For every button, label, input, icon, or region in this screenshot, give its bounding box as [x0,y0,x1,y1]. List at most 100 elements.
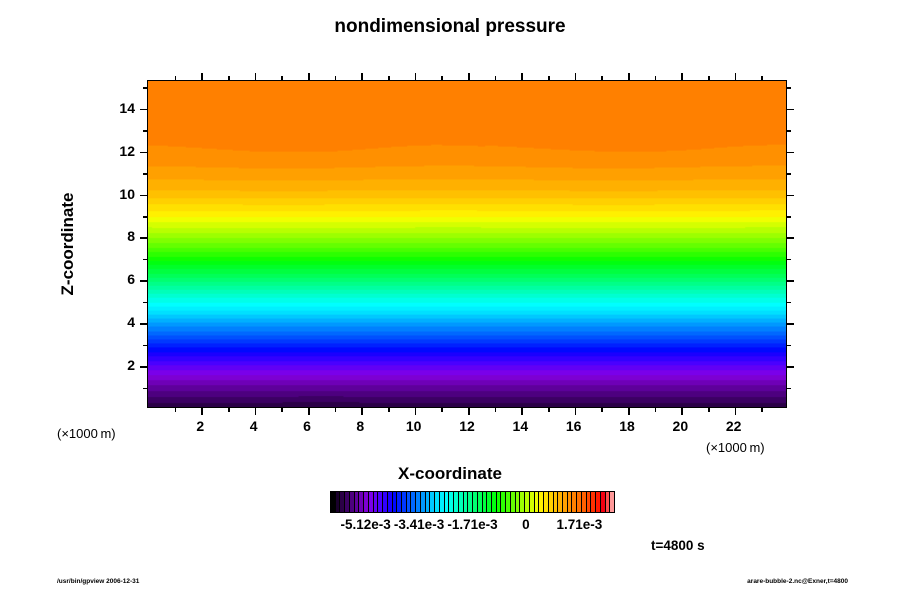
y-tick-major-right [786,323,794,325]
colorbar-tick-label: -3.41e-3 [393,517,445,532]
x-tick-major [254,407,257,415]
colorbar-cell [558,492,563,512]
colorbar-cell [491,492,497,512]
x-tick-minor [174,407,177,412]
x-axis-unit-note: (×1000 m) [706,440,765,455]
colorbar-cell [420,492,426,512]
colorbar-cell [435,492,440,512]
x-tick-major-top [681,73,683,81]
colorbar-cell [449,492,455,512]
y-axis-title: Z-coordinate [58,192,77,296]
y-tick-major [140,151,148,154]
x-tick-major-top [521,73,523,81]
x-tick-minor [761,407,763,412]
x-tick-major-top [468,73,470,81]
colorbar-cell [373,492,379,512]
colorbar-cell [364,492,369,512]
x-tick-major [628,407,630,415]
x-tick-major-top [574,73,577,81]
x-tick-major [574,407,577,415]
colorbar-cell [487,492,492,512]
y-tick-major [140,366,148,368]
y-tick-minor-right [786,173,791,175]
colorbar-cell [411,492,417,512]
colorbar-cell [510,492,516,512]
colorbar-cell [600,492,606,512]
colorbar-cell [430,492,436,512]
colorbar-cell [345,492,350,512]
colorbar-cell [553,492,559,512]
colorbar-cell [387,492,393,512]
y-tick-major-right [786,237,794,239]
x-tick-label: 22 [725,418,742,434]
y-tick-minor-right [786,87,791,89]
colorbar-cell [562,492,568,512]
x-tick-major-top [734,73,737,81]
x-tick-minor-top [174,76,177,81]
x-tick-major [308,407,310,415]
x-tick-major [681,407,683,415]
y-tick-minor [143,173,148,175]
x-tick-minor-top [761,76,763,81]
x-tick-label: 12 [459,418,475,434]
colorbar-cell [596,492,601,512]
colorbar-cell [473,492,478,512]
x-tick-major [521,407,523,415]
x-tick-label: 18 [619,418,635,434]
colorbar-tick-label: 1.71e-3 [556,517,603,532]
colorbar-cell [359,492,365,512]
colorbar-cell [331,492,336,512]
colorbar-cell [439,492,445,512]
colorbar-tick-label: -5.12e-3 [340,517,391,532]
x-tick-label: 6 [303,418,311,434]
x-tick-major [734,407,737,415]
colorbar-cell [454,492,459,512]
x-tick-minor [548,407,550,412]
x-tick-label: 16 [565,418,582,434]
y-tick-major-right [786,151,794,154]
colorbar-cell [458,492,464,512]
y-tick-major-right [786,108,794,111]
x-tick-minor-top [601,76,603,81]
colorbar-tick-label: -1.71e-3 [447,517,498,532]
x-tick-major-top [628,73,630,81]
x-tick-major [414,407,417,415]
x-tick-minor [228,407,230,412]
y-tick-minor-right [786,387,791,390]
y-tick-major [140,237,148,239]
colorbar-cell [501,492,507,512]
colorbar-cell [378,492,384,512]
y-tick-minor [143,216,148,218]
y-tick-major-right [786,194,794,197]
x-tick-label: 4 [249,418,258,434]
x-tick-major [468,407,470,415]
y-tick-minor [143,87,148,89]
plot-frame [140,73,794,415]
y-tick-minor [143,258,148,261]
x-tick-minor [494,407,497,412]
x-tick-minor-top [548,76,550,81]
x-tick-minor [708,407,710,412]
x-tick-minor-top [281,76,283,81]
x-tick-label: 2 [196,418,205,434]
y-tick-minor [143,130,148,132]
colorbar-cell [586,492,592,512]
colorbar-cell [525,492,530,512]
x-tick-minor-top [441,76,443,81]
x-tick-minor-top [708,76,710,81]
colorbar-cell [340,492,346,512]
colorbar-cell [368,492,374,512]
colorbar-cell [515,492,521,512]
y-tick-minor [143,387,148,390]
y-tick-major [140,194,148,197]
y-tick-label: 6 [127,271,135,288]
y-tick-major-right [786,366,794,368]
x-tick-minor [281,407,283,412]
colorbar-cell [496,492,502,512]
y-tick-minor [143,344,148,347]
colorbar-cell [539,492,545,512]
x-tick-minor [654,407,657,412]
colorbar-cell [444,492,450,512]
x-tick-minor-top [654,76,657,81]
